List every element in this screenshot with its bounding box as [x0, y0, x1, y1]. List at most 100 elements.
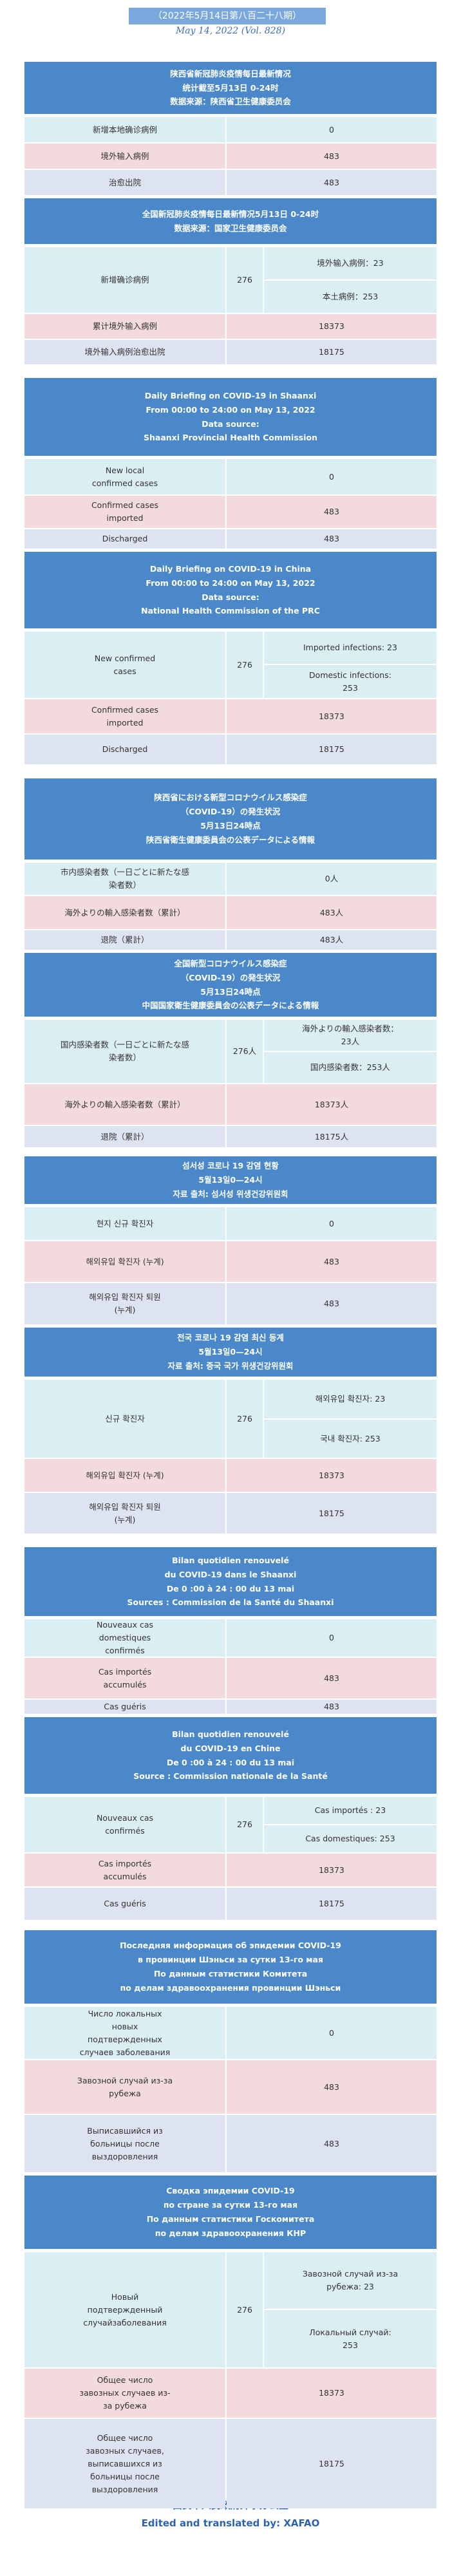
header-line: 陕西省新冠肺炎疫情每日最新情况	[170, 68, 291, 79]
row-label: Discharged	[102, 534, 148, 543]
row-value: 276	[237, 1819, 252, 1829]
row-value-cell: 0	[227, 2007, 437, 2059]
row-label-cell: 해외유입 확진자 퇴원 (누계)	[24, 1493, 225, 1534]
row-value-cell: 18373	[227, 1854, 437, 1886]
block-header: 全国新冠肺炎疫情每日最新情况5月13日 0-24时 数据来源：国家卫生健康委员会	[24, 198, 437, 244]
block-header: Bilan quotidien renouvelé du COVID-19 dan…	[24, 1547, 437, 1616]
breakdown-label: Imported infections:	[303, 643, 388, 652]
row-label: 市内感染者数（一日ごとに新たな感染者数）	[61, 867, 190, 890]
breakdown-label: 境外输入病例：	[317, 258, 373, 268]
row-value-cell: 483	[227, 170, 437, 195]
row-label: Выписавшийся из больницы после выздоровл…	[87, 2125, 163, 2161]
row-label: Nouveaux cas confirmés	[96, 1813, 153, 1836]
row-label-cell: Cas guéris	[24, 1700, 225, 1714]
row-value-cell: 0人	[227, 863, 437, 895]
header-line: Data source:	[202, 592, 259, 602]
row-label-cell: 해외유입 확진자 퇴원 (누계)	[24, 1283, 225, 1324]
breakdown-value: 23	[375, 1394, 386, 1404]
row-label-cell: New confirmed cases	[24, 632, 225, 698]
breakdown-value: 253	[362, 292, 379, 301]
row-label: New local confirmed cases	[91, 465, 158, 488]
row-value-cell: 0	[227, 1207, 437, 1240]
row-value-cell: 0	[227, 1619, 437, 1657]
row-value-cell: 276	[227, 1797, 263, 1852]
row-value: 18175	[319, 1899, 344, 1908]
breakdown-cell: Cas importés : 23	[264, 1797, 437, 1824]
row-label-cell: Cas importés accumulés	[24, 1658, 225, 1698]
header-line: 陕西省における新型コロナウイルス感染症	[154, 793, 307, 803]
header-line: 数据来源：陕西省卫生健康委员会	[170, 97, 291, 107]
header-line: From 00:00 to 24:00 on May 13, 2022	[146, 404, 315, 415]
block-header: 전국 코로나 19 감염 최신 동계 5월13일0—24시 자료 출처: 중국 국가…	[24, 1328, 437, 1377]
row-label: Общее число завозных случаев из-за рубеж…	[79, 2375, 171, 2411]
row-value: 483	[324, 2138, 339, 2148]
row-value-cell: 18175	[227, 340, 437, 364]
row-label-cell: Общее число завозных случаев, выписавших…	[24, 2419, 225, 2508]
breakdown-value: 253	[343, 682, 358, 693]
block-header: 全国新型コロナウイルス感染症 （COVID-19）の発生状況 5月13日24時点 中国…	[24, 953, 437, 1017]
row-label-cell: 신규 확진자	[24, 1380, 225, 1458]
row-value-cell: 483人	[227, 896, 437, 929]
row-label-cell: 境外输入病例治愈出院	[24, 340, 225, 364]
breakdown-value: 23	[375, 1805, 386, 1815]
row-value-cell: 18373人	[227, 1084, 437, 1125]
row-label-cell: 海外よりの輸入感染者数（累計）	[24, 1084, 225, 1125]
breakdown-text: 海外よりの輸入感染者数： 23人	[302, 1022, 399, 1048]
row-value-cell: 483人	[227, 930, 437, 950]
row-value: 483	[324, 2082, 339, 2092]
row-value-cell: 18175	[227, 2419, 437, 2508]
row-label: 해외유입 확진자 퇴원 (누계)	[89, 1501, 161, 1525]
row-label-cell: Cas importés accumulés	[24, 1854, 225, 1886]
issue-banner: （2022年5月14日第八百二十八期）	[129, 8, 326, 24]
header-line: 统计截至5月13日 0-24时	[182, 82, 279, 93]
row-label-cell: 累计境外输入病例	[24, 314, 225, 339]
row-label: 治愈出院	[108, 177, 141, 187]
row-label: 海外よりの輸入感染者数（累計）	[64, 907, 185, 917]
header-line: Shaanxi Provincial Health Commission	[143, 433, 317, 443]
row-value: 18175人	[314, 1131, 349, 1142]
row-value-cell: 483	[227, 529, 437, 549]
row-label: 해외유입 확진자 (누계)	[86, 1470, 164, 1480]
row-label: 退院（累計）	[100, 1131, 149, 1142]
row-value: 483	[324, 1299, 339, 1308]
breakdown-value: 253	[364, 1433, 381, 1443]
row-value: 18373	[319, 1470, 344, 1480]
header-line: 섬서성 코로나 19 감염 현황	[182, 1161, 279, 1171]
row-label: Cas guéris	[104, 1702, 146, 1711]
breakdown-label: Завозной случай из-за рубежа:	[302, 2269, 399, 2291]
header-line: From 00:00 to 24:00 on May 13, 2022	[146, 578, 315, 588]
breakdown-label: Domestic infections:	[309, 670, 391, 680]
breakdown-cell: Imported infections: 23	[264, 632, 437, 664]
row-label-cell: 新增本地确诊病例	[24, 117, 225, 142]
breakdown-cell: 국내 확진자: 253	[264, 1420, 437, 1458]
row-value-cell: 0	[227, 117, 437, 142]
breakdown-cell: Локальный случай: 253	[264, 2310, 437, 2367]
breakdown-value: 23	[373, 258, 384, 268]
breakdown-label: Cas importés :	[314, 1805, 376, 1815]
breakdown-text: 해외유입 확진자: 23	[315, 1393, 386, 1406]
header-line: Daily Briefing on COVID-19 in Shaanxi	[144, 390, 317, 400]
row-label-cell: Confirmed cases imported	[24, 699, 225, 733]
breakdown-text: 국내 확진자: 253	[320, 1433, 381, 1445]
row-value: 18175	[319, 2458, 344, 2468]
row-value: 18373	[319, 1865, 344, 1875]
row-label: 累计境外输入病例	[92, 321, 157, 331]
row-value: 18373人	[314, 1099, 349, 1109]
row-value-cell: 483	[227, 2115, 437, 2172]
row-value-cell: 483	[227, 144, 437, 169]
header-line: Сводка эпидемии COVID-19	[166, 2186, 295, 2196]
row-label-cell: Discharged	[24, 529, 225, 549]
row-value-cell: 276	[227, 2252, 263, 2367]
row-label-cell: 国内感染者数（一日ごとに新たな感染者数）	[24, 1020, 225, 1083]
row-value-cell: 18175人	[227, 1126, 437, 1147]
row-value: 18175	[319, 347, 344, 357]
row-label: Cas importés accumulés	[98, 1666, 152, 1689]
row-label-cell: Выписавшийся из больницы после выздоровл…	[24, 2115, 225, 2172]
row-value-cell: 483	[227, 2060, 437, 2114]
row-value-cell: 18373	[227, 1459, 437, 1492]
header-line: 数据来源：国家卫生健康委员会	[174, 223, 287, 233]
row-label: Завозной случай из-за рубежа	[77, 2075, 173, 2098]
header-line: По данным статистики Комитета	[153, 1969, 308, 1979]
row-label-cell: Nouveaux cas confirmés	[24, 1797, 225, 1852]
row-label-cell: Число локальных новых подтвержденных слу…	[24, 2007, 225, 2059]
